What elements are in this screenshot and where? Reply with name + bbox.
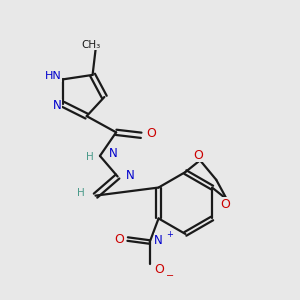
- Text: O: O: [220, 198, 230, 211]
- Text: CH₃: CH₃: [82, 40, 101, 50]
- Text: N: N: [109, 147, 118, 160]
- Text: HN: HN: [45, 71, 62, 81]
- Text: O: O: [154, 263, 164, 277]
- Text: +: +: [166, 230, 173, 239]
- Text: H: H: [77, 188, 85, 198]
- Text: N: N: [53, 99, 62, 112]
- Text: N: N: [126, 169, 135, 182]
- Text: −: −: [166, 272, 174, 281]
- Text: O: O: [114, 232, 124, 246]
- Text: H: H: [86, 152, 94, 162]
- Text: O: O: [146, 127, 156, 140]
- Text: O: O: [194, 148, 203, 161]
- Text: N: N: [154, 234, 163, 247]
